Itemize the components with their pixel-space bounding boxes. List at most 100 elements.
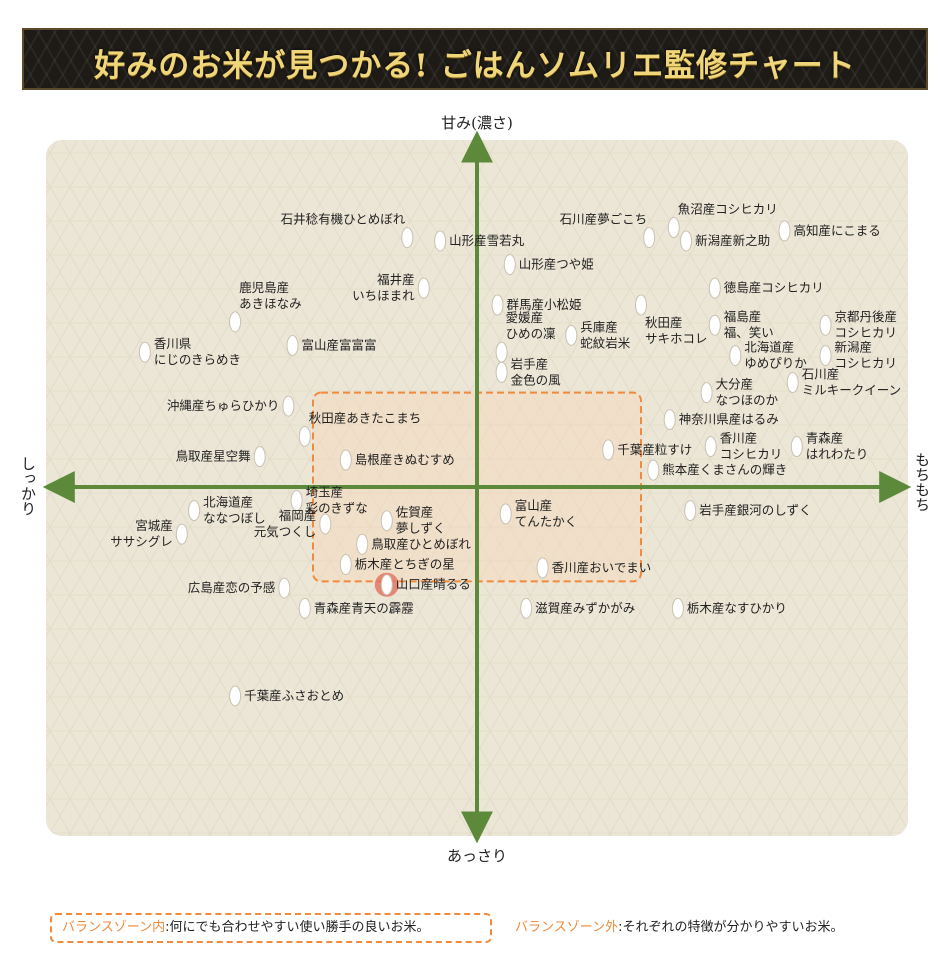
rice-grain-marker (175, 523, 188, 545)
point-label: 石川産ミルキークイーン (802, 367, 901, 398)
point-label: 秋田産あきたこまち (309, 410, 422, 425)
point-label: 山形産つや姫 (519, 257, 594, 272)
point-label-line: 山形産つや姫 (519, 257, 594, 272)
point-label-line: 愛媛産 (506, 310, 544, 325)
point-label: 青森産はれわたり (806, 431, 869, 462)
point-label-line: 彩のきずな (306, 500, 368, 515)
rice-grain-marker (298, 425, 311, 447)
point-label: 滋賀産みずかがみ (535, 600, 635, 615)
point-label-line: 京都丹後産 (835, 309, 898, 324)
legend-inside: バランスゾーン内:何にでも合わせやすい使い勝手の良いお米。 (50, 913, 492, 943)
point-label-line: 宮城産 (135, 518, 173, 533)
legend-outside-text: :それぞれの特徴が分かりやすいお米。 (618, 920, 844, 935)
point-label: 沖縄産ちゅらひかり (167, 398, 280, 413)
point-label-line: 石井稔有機ひとめぼれ (281, 212, 406, 227)
point-label-line: 青森産青天の霹靂 (314, 600, 414, 615)
rice-grain-marker (602, 439, 615, 461)
point-label-line: コシヒカリ (835, 325, 898, 340)
rice-grain-marker (229, 311, 242, 333)
point-label: 熊本産くまさんの輝き (662, 462, 787, 477)
point-label-line: 千葉産ふさおとめ (244, 688, 344, 703)
rice-grain-marker (138, 341, 151, 363)
point-label: 高知産にこまる (794, 223, 881, 238)
rice-grain-marker (671, 597, 684, 619)
point-label-line: 広島産恋の予感 (188, 580, 276, 595)
point-label-line: 北海道産 (203, 495, 253, 510)
point-label-line: 埼玉産 (306, 484, 344, 499)
point-label-line: コシヒカリ (835, 356, 898, 371)
point-label: 鳥取産ひとめぼれ (371, 536, 471, 551)
point-label-line: 大分産 (716, 377, 754, 392)
point-label-line: 香川産 (720, 431, 758, 446)
point-label-line: 兵庫産 (580, 319, 618, 334)
point-label: 香川県にじのきらめき (154, 336, 241, 367)
point-label: 佐賀産夢しずく (396, 505, 446, 536)
rice-grain-marker (704, 436, 717, 458)
point-label-line: 石川産 (802, 367, 840, 382)
point-label-line: 徳島産コシヒカリ (724, 280, 824, 295)
rice-grain-marker (536, 557, 549, 579)
point-label: 島根産きぬむすめ (355, 452, 455, 467)
rice-grain-marker (680, 230, 693, 252)
rice-grain-marker (491, 294, 504, 316)
point-label-line: 青森産 (806, 431, 844, 446)
rice-grain-marker (434, 230, 447, 252)
point-label: 新潟産コシヒカリ (835, 340, 898, 371)
point-label: 鳥取産星空舞 (176, 449, 251, 464)
point-label-line: 千葉産粒すけ (617, 442, 692, 457)
point-label-line: コシヒカリ (720, 447, 783, 462)
point-label: 兵庫産蛇紋岩米 (580, 319, 631, 350)
rice-grain-marker (819, 314, 832, 336)
point-label-line: 福、笑い (724, 325, 774, 340)
point-label: 秋田産サキホコレ (645, 315, 708, 346)
point-label: 群馬産小松姫 (507, 297, 582, 312)
point-label-line: 北海道産 (744, 340, 794, 355)
point-label-line: はれわたり (806, 447, 869, 462)
point-label-line: 福島産 (724, 309, 762, 324)
rice-grain-marker (356, 533, 369, 555)
point-label-line: 群馬産小松姫 (507, 297, 582, 312)
rice-grain-marker (290, 489, 303, 511)
point-label-line: 岩手産銀河のしずく (699, 503, 811, 518)
rice-grain-marker (339, 449, 352, 471)
point-label-line: 岩手産 (511, 356, 549, 371)
point-label-line: 富山産富富富 (302, 337, 377, 352)
point-label: 魚沼産コシヒカリ (678, 202, 778, 217)
rice-grain-marker (298, 597, 311, 619)
point-label: 宮城産ササシグレ (110, 518, 173, 549)
rice-grain-marker (253, 446, 266, 468)
point-label: 栃木産とちぎの星 (355, 557, 455, 572)
point-label: 広島産恋の予感 (188, 580, 276, 595)
rice-grain-marker (380, 574, 393, 596)
rice-grain-marker (417, 277, 430, 299)
axis-label-left: しっかり (19, 456, 37, 516)
rice-grain-marker (778, 220, 791, 242)
point-label-line: なつほのか (716, 393, 779, 408)
point-label-line: 鳥取産ひとめぼれ (371, 536, 471, 551)
rice-grain-marker (339, 554, 352, 576)
point-label-line: 沖縄産ちゅらひかり (167, 398, 280, 413)
title-banner: 好みのお米が見つかる! ごはんソムリエ監修チャート (22, 28, 928, 90)
point-label-line: てんたかく (515, 514, 578, 529)
point-label-line: 秋田産あきたこまち (309, 410, 422, 425)
point-label: 岩手産銀河のしずく (699, 503, 811, 518)
point-label-line: 福岡産 (279, 508, 317, 523)
legend-outside: バランスゾーン外:それぞれの特徴が分かりやすいお米。 (515, 913, 843, 943)
point-label: 富山産富富富 (302, 337, 377, 352)
point-label-line: ひめの凜 (506, 326, 556, 341)
point-label-line: 香川産おいでまい (552, 560, 652, 575)
rice-grain-marker (499, 503, 512, 525)
point-label: 栃木産なすひかり (687, 600, 787, 615)
point-label-line: 山形産雪若丸 (449, 233, 525, 248)
point-label-line: 新潟産 (835, 340, 873, 355)
rice-grain-marker (188, 500, 201, 522)
rice-grain-marker (278, 577, 291, 599)
rice-grain-marker (700, 382, 713, 404)
point-label-line: 島根産きぬむすめ (355, 452, 455, 467)
point-label: 徳島産コシヒカリ (724, 280, 824, 295)
rice-grain-marker (635, 294, 647, 316)
point-label-line: 高知産にこまる (794, 223, 881, 238)
point-label-line: いちほまれ (352, 288, 415, 303)
point-label-line: 福井産 (377, 272, 415, 287)
